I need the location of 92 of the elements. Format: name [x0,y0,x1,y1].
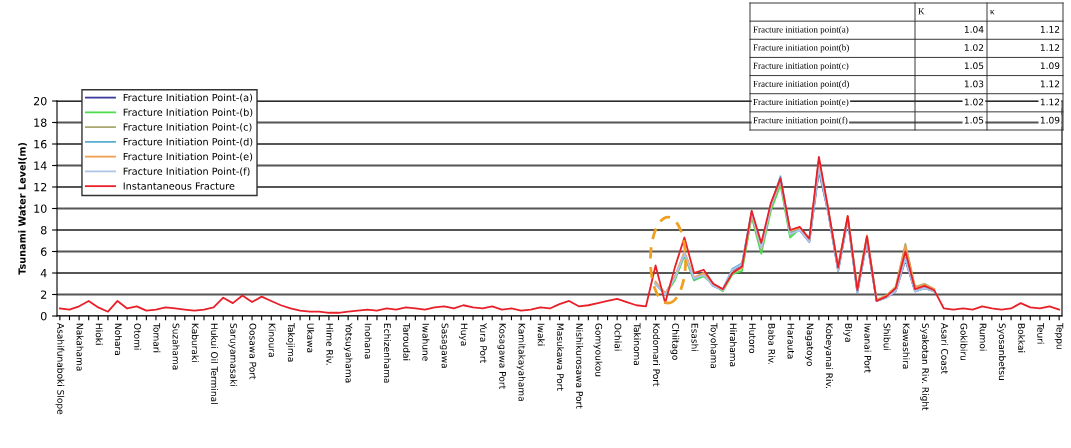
x-tick-label: Teuri [1037,322,1045,344]
text: Fracture initiation point(c) [753,62,849,71]
annotation: Fracture initiation point(f) [753,116,848,126]
text: Fracture initiation point(d) [753,80,849,89]
x-tick-label: Ukawa [307,323,315,353]
x-tick-label: Syakotan Riv. Right [920,323,929,411]
annotation: Fracture initiation point(e) [753,98,849,107]
x-tick-label: Huya [459,323,468,346]
annotation: 1.05 [964,116,984,124]
x-tick-label: Nishikurosawa Port [576,323,584,409]
text: 1.12 [1040,44,1060,51]
legend-label: Instantaneous Fracture [123,182,235,190]
x-tick-label: Chiitago [670,323,680,360]
x-tick-label: Bokkai [1018,323,1026,353]
x-tick-label: Otomi [134,323,142,350]
x-tick-label: Yotsuyahama [343,322,353,383]
annotation: 1.12 [1040,98,1060,106]
annotation: 1.09 [1040,116,1060,124]
x-tick-label: Yura Port [480,322,487,363]
x-tick-label: Baba Riv. [768,323,776,365]
x-tick-label: Sasagawa [439,323,449,368]
x-tick-label: Hirahama [729,323,737,367]
y-tick-label: 6 [40,247,47,256]
x-tick-label: Asahifunaboki Slope [55,323,65,415]
x-tick-label: Gomyoukou [593,323,603,377]
x-tick-label: Masukawa Port [556,323,564,391]
x-tick-label: Kamitakayahama [516,323,526,401]
x-tick-label: Echizenhama [383,323,391,383]
y-tick-label: 12 [34,182,47,192]
y-axis-title: Tsunami Water Level(m) [18,142,27,275]
y-tick-label: 2 [41,290,47,299]
x-tick-label: Nagatoyo [804,323,814,366]
y-tick-label: 10 [34,204,47,213]
y-tick-label: 4 [40,269,47,278]
legend-label: Fracture Initiation Point-(a) [123,93,253,103]
text: 1.12 [1040,80,1060,88]
y-tick-label: 18 [34,118,47,127]
x-tick-label: Iwanai Port [864,323,872,373]
y-tick-label: 20 [33,96,47,106]
x-tick-label: Kodomari Port [652,323,660,387]
x-tick-label: Iwaki [537,323,545,346]
x-tick-label: Kosagawa Port [497,323,506,389]
x-tick-label: Harauta [787,323,795,359]
x-tick-label: Tomari [153,322,161,353]
x-tick-label: Shibui [883,323,891,351]
legend-label: Fracture Initiation Point-(e) [123,152,253,162]
x-tick-label: Takojima [286,322,295,362]
x-tick-label: Syosanbetsu [997,323,1006,380]
legend-label: Fracture Initiation Point-(b) [123,108,253,118]
x-tick-label: Takinoma [633,322,641,365]
x-tick-label: Kobeyanai Riv. [824,323,833,389]
x-tick-label: Suzahama [172,323,180,370]
legend-label: Fracture Initiation Point-(c) [123,123,252,132]
x-tick-label: Hioki [95,323,103,345]
y-tick-label: 14 [34,161,47,170]
x-tick-label: Nohara [114,323,122,355]
text: 1.05 [964,62,984,70]
x-tick-label: Kawashira [902,323,910,369]
annotation: 1.02 [964,98,984,106]
x-tick-label: Kaburaki [191,323,199,362]
text: 1.03 [964,80,984,88]
x-tick-label: Kinoura [268,323,276,357]
text: 1.09 [1040,62,1060,70]
text: 1.04 [964,26,984,33]
x-tick-label: Nakahama [76,323,84,371]
text: 1.02 [964,44,984,51]
x-tick-label: Asari Coast [941,323,949,374]
x-tick-label: Rumoi [979,323,987,351]
legend-label: Fracture Initiation Point-(f) [123,167,250,177]
x-tick-label: Toyohama [708,322,718,369]
x-tick-label: Ochiai [614,323,622,351]
x-tick-label: Teppu [1054,322,1064,349]
x-tick-label: Hime Riv. [326,323,334,365]
x-tick-label: Iwahune [422,323,430,361]
y-tick-label: 0 [40,311,47,321]
x-tick-label: Gokibiru [960,323,968,361]
text: 1.12 [1040,26,1060,33]
text: κ [990,10,995,15]
y-tick-label: 16 [34,139,47,149]
text: Fracture initiation point(a) [753,26,849,35]
x-tick-label: Oosawa Port [249,323,257,380]
x-tick-label: Taroudai [403,322,411,361]
y-tick-label: 8 [40,225,47,235]
x-tick-label: Biya [843,323,853,342]
legend-label: Fracture Initiation Point-(d) [123,137,253,147]
text: K [918,8,925,15]
x-tick-label: Hukui Oil Terminal [210,323,218,404]
x-tick-label: Esashi [691,323,699,351]
x-tick-label: Hutoro [749,323,756,354]
text: Fracture initiation point(b) [753,44,849,53]
x-tick-label: Saruyamasaki [228,323,238,386]
x-tick-label: Inohana [364,323,372,359]
